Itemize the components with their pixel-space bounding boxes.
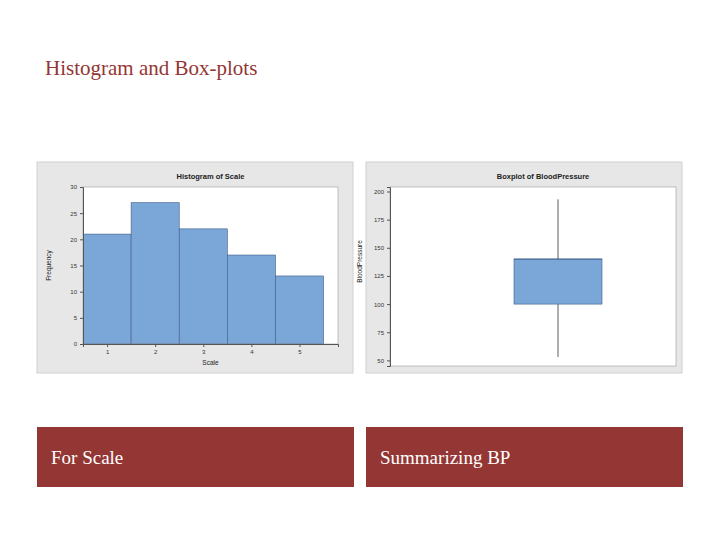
y-tick-label: 200 (374, 189, 385, 195)
y-tick: 150 (374, 245, 390, 251)
plot-background (83, 187, 338, 344)
chart-title: Boxplot of BloodPressure (497, 172, 590, 181)
x-tick: 4 (250, 344, 254, 355)
y-tick: 175 (374, 217, 390, 223)
y-tick-label: 20 (70, 237, 77, 243)
histogram-bar (83, 234, 131, 344)
plot-frame (390, 187, 676, 366)
x-axis: 1 2 3 4 5 (84, 344, 339, 355)
histogram-bar (227, 255, 275, 344)
y-tick-mark (80, 239, 83, 240)
y-axis-title: BloodPressure (356, 240, 363, 283)
whisker-lower (558, 304, 559, 357)
y-tick: 200 (374, 189, 390, 195)
box-marks (514, 199, 602, 357)
y-tick-label: 100 (374, 302, 385, 308)
y-axis: 50 75 100 125 150 175 200 (374, 188, 391, 367)
whisker-upper (558, 199, 559, 259)
y-tick-label: 175 (374, 217, 385, 223)
x-tick-label: 2 (154, 349, 158, 355)
y-tick-mark (387, 220, 390, 221)
x-tick-mark (300, 344, 301, 347)
y-tick-mark (387, 360, 390, 361)
x-tick-mark (251, 344, 252, 347)
slide-canvas: Histogram and Box-plots For Scale Summariz… (0, 0, 720, 540)
y-tick-label: 125 (374, 273, 385, 279)
histogram-bar (179, 229, 227, 344)
y-tick-label: 5 (74, 315, 78, 321)
y-tick: 0 (74, 341, 83, 347)
x-tick-mark (203, 344, 204, 347)
y-tick-mark (387, 304, 390, 305)
y-tick-label: 150 (374, 245, 385, 251)
y-axis: 0 5 10 15 20 25 30 (70, 184, 83, 347)
chart-background (366, 162, 682, 373)
box-median (514, 259, 602, 260)
y-tick: 100 (374, 302, 390, 308)
y-tick-label: 10 (70, 289, 77, 295)
y-tick-label: 30 (70, 184, 77, 190)
y-axis-line (387, 188, 391, 367)
y-tick: 15 (70, 263, 83, 269)
y-tick: 50 (377, 358, 390, 364)
y-tick: 10 (70, 289, 83, 295)
y-tick-mark (80, 187, 83, 188)
histogram-bar (275, 276, 323, 344)
x-tick-label: 3 (202, 349, 206, 355)
y-tick-mark (387, 192, 390, 193)
caption-text: For Scale (51, 447, 123, 468)
slide-title: Histogram and Box-plots (45, 56, 257, 80)
chart-panel: 1 2 3 4 5 0 5 10 15 20 25 30 Histogram of Scale Scale… (37, 162, 353, 373)
x-tick-mark (107, 344, 108, 347)
x-tick: 5 (298, 344, 302, 355)
x-tick-label: 1 (106, 349, 110, 355)
x-axis-line (84, 345, 339, 348)
y-tick-mark (80, 318, 83, 319)
y-tick-label: 25 (70, 211, 77, 217)
caption-box (37, 427, 354, 487)
y-tick: 30 (70, 184, 83, 190)
chart-panel: 50 75 100 125 150 175 200 Boxplot of BloodPress… (356, 162, 682, 373)
y-tick: 5 (74, 315, 83, 321)
y-tick-label: 15 (70, 263, 77, 269)
caption-box (366, 427, 683, 487)
x-tick: 1 (106, 344, 110, 355)
y-tick-mark (387, 248, 390, 249)
chart-title: Histogram of Scale (177, 172, 245, 181)
plot-frame (83, 187, 338, 344)
y-tick: 75 (377, 330, 390, 336)
x-tick-mark (155, 344, 156, 347)
histogram-bar (131, 203, 179, 344)
y-tick-mark (387, 276, 390, 277)
y-axis-line (80, 188, 84, 345)
y-tick-label: 75 (377, 330, 384, 336)
bars (83, 203, 324, 344)
y-tick: 20 (70, 237, 83, 243)
x-tick-label: 4 (250, 349, 254, 355)
chart-background (37, 162, 353, 373)
box-iqr (514, 259, 602, 304)
x-tick: 2 (154, 344, 158, 355)
x-tick: 3 (202, 344, 206, 355)
y-tick-mark (80, 344, 83, 345)
x-tick-label: 5 (298, 349, 302, 355)
y-tick-label: 50 (377, 358, 384, 364)
y-tick-label: 0 (74, 341, 78, 347)
y-tick: 125 (374, 273, 390, 279)
plot-background (390, 187, 676, 366)
y-tick-mark (80, 213, 83, 214)
y-tick: 25 (70, 211, 83, 217)
y-tick-mark (80, 266, 83, 267)
y-axis-title: Frequency (45, 249, 53, 280)
x-axis-title: Scale (202, 359, 219, 366)
slide: Histogram and Box-plots For Scale Summariz… (0, 0, 720, 540)
y-tick-mark (387, 332, 390, 333)
y-tick-mark (80, 292, 83, 293)
caption-text: Summarizing BP (380, 447, 510, 468)
